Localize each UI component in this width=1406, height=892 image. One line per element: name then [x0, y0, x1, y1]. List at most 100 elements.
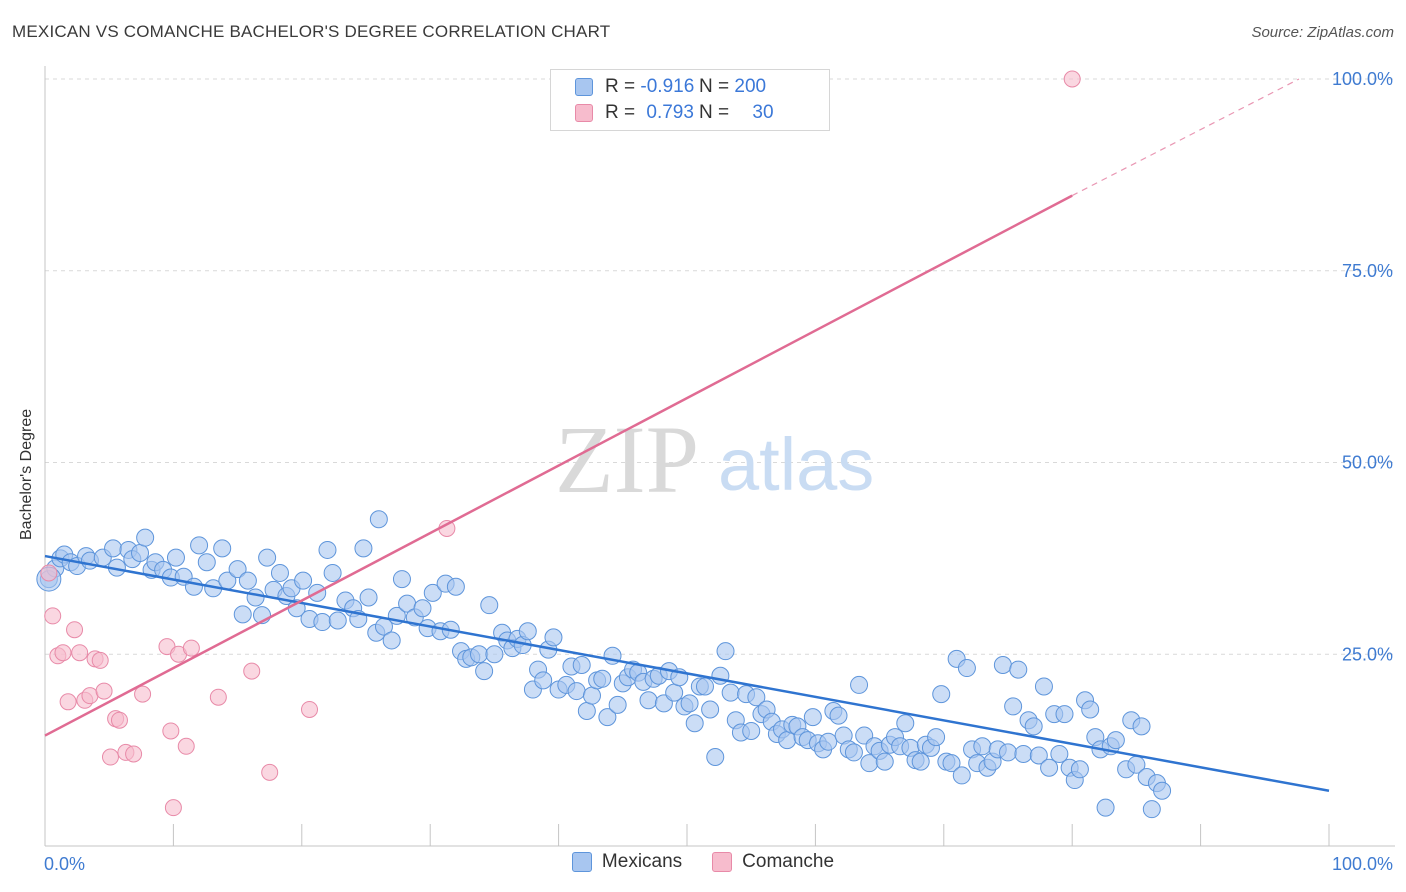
mexicans-point [844, 743, 863, 762]
chart-title: MEXICAN VS COMANCHE BACHELOR'S DEGREE CO… [12, 22, 611, 41]
mexicans-point [369, 510, 388, 529]
y-tick-label: 25.0% [1342, 644, 1393, 664]
correlation-legend: R = -0.916 N = 200 R = 0.793 N = 30 [550, 69, 830, 131]
x-tick-label: 0.0% [44, 854, 85, 874]
mexicans-trend-line [44, 554, 1330, 793]
mexicans-point [382, 631, 401, 650]
legend-n-label: N = [699, 102, 730, 123]
comanche-point [243, 662, 261, 680]
x-tick-label: 100.0% [1332, 854, 1393, 874]
mexicans-points [36, 510, 1172, 819]
mexicans-point [294, 571, 313, 590]
mexicans-point [850, 675, 869, 694]
mexicans-point [328, 611, 347, 630]
mexicans-point [1004, 697, 1023, 716]
comanche-point [59, 693, 77, 711]
watermark-atlas: atlas [718, 423, 874, 506]
mexicans-point [819, 732, 838, 751]
mexicans-point [323, 563, 342, 582]
y-tick-label: 50.0% [1342, 453, 1393, 473]
comanche-point [101, 748, 119, 766]
mexicans-point [413, 599, 432, 618]
mexicans-point [685, 714, 704, 733]
mexicans-point [534, 671, 553, 690]
mexicans-point [999, 743, 1017, 762]
mexicans-point [598, 708, 617, 727]
mexicans-point [896, 714, 915, 733]
y-axis-label-wrap: Bachelor's Degree [18, 409, 38, 560]
mexicans-point [1132, 717, 1151, 736]
mexicans-point [359, 588, 378, 607]
legend-swatch-comanche [575, 104, 593, 122]
comanche-point [95, 682, 113, 700]
mexicans-point [1024, 717, 1043, 736]
mexicans-point [1106, 731, 1125, 750]
legend-row-mexicans: R = -0.916 N = 200 [575, 74, 799, 100]
mexicans-point [246, 588, 265, 607]
mexicans-point [354, 539, 373, 558]
legend-r-value-mexicans: -0.916 [640, 76, 695, 97]
mexicans-point [572, 655, 591, 674]
comanche-point [54, 644, 72, 662]
mexicans-point [993, 655, 1012, 674]
mexicans-point [469, 645, 488, 664]
mexicans-point [104, 539, 123, 558]
mexicans-point [932, 685, 951, 704]
legend-item-mexicans[interactable]: Mexicans [571, 851, 683, 873]
comanche-point [40, 564, 58, 582]
comanche-point [301, 700, 319, 718]
mexicans-point [1096, 798, 1115, 817]
legend-item-comanche[interactable]: Comanche [712, 851, 834, 873]
mexicans-point [701, 700, 720, 719]
mexicans-point [392, 570, 411, 589]
legend-swatch-comanche [712, 852, 733, 872]
legend-n-value-mexicans: 200 [734, 76, 767, 97]
mexicans-point [1014, 744, 1033, 763]
mexicans-point [1009, 660, 1028, 679]
mexicans-point [318, 540, 337, 559]
mexicans-point [742, 721, 761, 740]
mexicans-point [233, 605, 252, 624]
y-tick-label: 100.0% [1332, 69, 1393, 89]
tick-labels: 25.0% 50.0% 75.0% 100.0% 0.0% 100.0% [44, 69, 1393, 874]
mexicans-point [1050, 744, 1069, 763]
mexicans-point [1040, 758, 1059, 777]
comanche-point [162, 722, 180, 740]
mexicans-point [190, 536, 209, 555]
legend-swatch-mexicans [575, 78, 593, 96]
comanche-point [182, 639, 200, 657]
comanche-point [110, 711, 128, 729]
comanche-point [261, 763, 279, 781]
mexicans-point [1055, 705, 1074, 724]
grid-lines [45, 78, 1395, 655]
comanche-point [44, 607, 62, 625]
comanche-trend-line [44, 194, 1073, 737]
legend-row-comanche: R = 0.793 N = 30 [575, 100, 799, 126]
trend-lines [44, 78, 1330, 793]
legend-r-label: R = [605, 76, 636, 97]
legend-r-label: R = [605, 102, 636, 123]
mexicans-point [446, 577, 465, 596]
mexicans-point [582, 686, 601, 705]
y-tick-label: 75.0% [1342, 261, 1393, 281]
comanche-point [1063, 70, 1081, 88]
mexicans-point [716, 642, 735, 661]
mexicans-point [706, 748, 725, 767]
mexicans-point [238, 571, 257, 590]
mexicans-point [270, 563, 289, 582]
watermark-zip: ZIP [555, 406, 699, 513]
mexicans-point [197, 553, 216, 572]
mexicans-point [184, 577, 203, 596]
mexicans-point [544, 628, 563, 647]
mexicans-point [593, 669, 612, 688]
legend-n-value-comanche: 30 [752, 102, 774, 123]
comanche-point [66, 621, 84, 639]
mexicans-point [423, 583, 442, 602]
legend-label-mexicans: Mexicans [601, 851, 683, 872]
mexicans-point [927, 728, 946, 747]
mexicans-point [942, 754, 961, 773]
y-axis-label: Bachelor's Degree [18, 408, 35, 540]
mexicans-point [911, 752, 930, 771]
watermark: ZIP atlas [555, 406, 874, 513]
mexicans-point [952, 766, 971, 785]
